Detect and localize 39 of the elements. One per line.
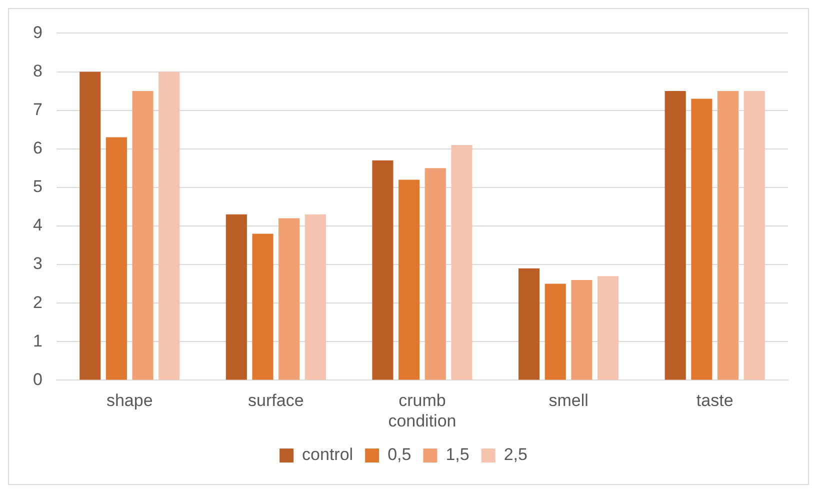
bar [518,268,540,380]
bar [304,214,326,380]
y-tick-label: 7 [32,100,42,119]
bar [451,145,472,380]
x-tick-label: taste [696,391,734,410]
legend-label: 2,5 [504,445,528,464]
y-tick-label: 2 [32,292,42,312]
y-tick-label: 5 [32,177,42,196]
x-tick-label: crumb condition [388,391,456,430]
legend-label: 1,5 [446,445,470,464]
x-tick-label: smell [548,391,588,410]
y-tick-label: 9 [32,22,42,42]
bar [372,160,394,380]
y-tick-label: 1 [32,331,42,350]
y-tick-label: 6 [32,138,42,158]
x-tick-label: shape [106,391,153,410]
bar [226,214,247,380]
bar [80,72,101,380]
bar [571,280,592,380]
bar [132,91,154,380]
legend-label: control [302,445,354,464]
bar [158,72,180,380]
y-tick-label: 0 [32,370,42,389]
bar [252,234,274,380]
legend-label: 0,5 [388,445,412,464]
bar [544,284,566,380]
bar [664,91,686,380]
bar [278,218,300,380]
y-tick-label: 3 [32,254,42,274]
bar [598,276,619,380]
bar [106,137,127,380]
bar [744,91,765,380]
y-tick-label: 4 [32,216,42,235]
bar [717,91,739,380]
bar [424,168,446,380]
bar [691,98,712,380]
bar [398,180,420,380]
x-tick-label: surface [248,391,304,410]
y-tick-label: 8 [32,61,42,80]
